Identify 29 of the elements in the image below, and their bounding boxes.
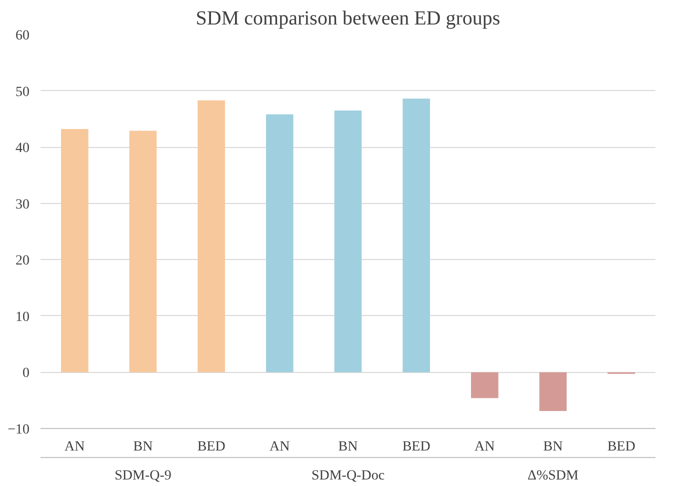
bar <box>198 100 225 372</box>
y-tick-label: 0 <box>22 366 30 382</box>
bar <box>471 372 498 398</box>
y-tick-label: 20 <box>16 254 30 269</box>
y-tick-label: 50 <box>16 84 30 100</box>
text: SDM-Q-Doc <box>311 468 385 484</box>
x-tick-label: BN <box>133 440 153 454</box>
y-tick-label: 40 <box>16 141 30 156</box>
y-tick-label: 10 <box>16 310 30 325</box>
x-tick-label: BED <box>402 440 430 454</box>
y-tick-label: 30 <box>16 197 30 212</box>
bar <box>402 98 430 372</box>
y-tick-label: 60 <box>16 28 30 44</box>
y-tick-label: −10 <box>8 422 30 438</box>
bar <box>61 129 88 372</box>
chart-title: SDM comparison between ED groups <box>196 8 500 30</box>
text: Δ%SDM <box>527 468 580 484</box>
bar <box>129 130 157 372</box>
bar <box>539 372 567 412</box>
x-tick-label: BN <box>338 440 358 454</box>
x-tick-label: AN <box>270 440 290 454</box>
x-tick-label: AN <box>64 440 85 454</box>
x-tick-label: BN <box>543 440 563 454</box>
x-tick-label: AN <box>474 440 495 454</box>
x-tick-label: BED <box>607 440 636 454</box>
bar <box>266 114 294 372</box>
bar <box>334 110 362 372</box>
x-tick-label: BED <box>197 440 226 454</box>
text: SDM-Q-9 <box>114 468 172 484</box>
